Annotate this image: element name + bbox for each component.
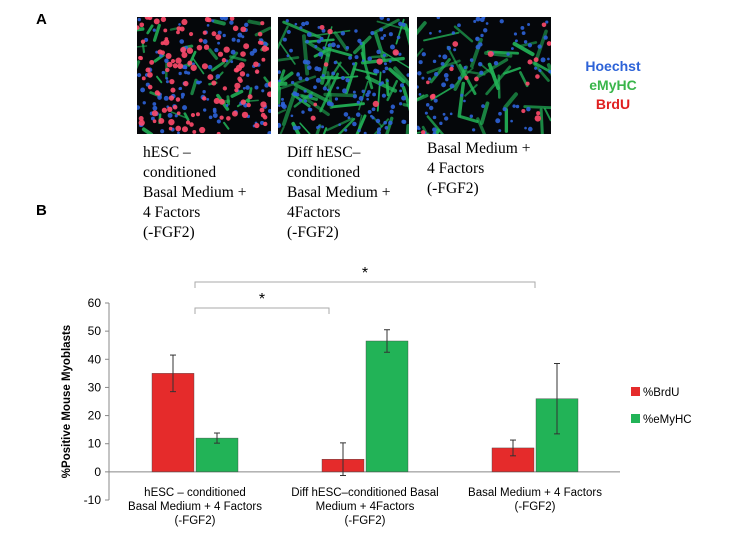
micrograph-diff-hesc-conditioned — [278, 17, 409, 134]
stain-legend: Hoechst eMyHC BrdU — [558, 57, 668, 114]
y-tick-label: 50 — [88, 324, 102, 338]
legend-label: %eMyHC — [643, 414, 692, 426]
x-tick-label: (-FGF2) — [345, 515, 386, 527]
legend-swatch — [631, 414, 640, 423]
image-caption-2: Diff hESC– conditioned Basal Medium + 4F… — [287, 144, 391, 241]
legend-swatch — [631, 387, 640, 396]
stain-legend-brdu: BrdU — [595, 96, 631, 112]
x-tick-label: Basal Medium + 4 Factors — [128, 501, 262, 513]
y-tick-label: 0 — [94, 465, 101, 479]
y-tick-label: 20 — [88, 409, 102, 423]
x-tick-label: Diff hESC–conditioned Basal — [291, 487, 438, 499]
x-tick-label: (-FGF2) — [175, 515, 216, 527]
image-caption-1: hESC – conditioned Basal Medium + 4 Fact… — [143, 144, 247, 241]
significance-star: * — [362, 265, 368, 282]
bar-chart: -10 0 10 20 30 40 50 60 %Positive Mouse Myoblast… — [61, 265, 692, 527]
bar — [195, 437, 239, 473]
y-axis-label: %Positive Mouse Myoblasts — [61, 325, 73, 478]
y-tick-label: -10 — [84, 493, 102, 507]
stain-legend-hoechst: Hoechst — [585, 58, 641, 74]
y-tick-label: 30 — [88, 380, 102, 394]
micrograph-basal-medium — [417, 17, 551, 134]
y-tick-label: 10 — [88, 437, 102, 451]
panel-b-label: B — [36, 202, 47, 219]
stain-legend-emyhc: eMyHC — [589, 77, 637, 93]
bar — [365, 340, 409, 473]
micrograph-hesc-conditioned — [137, 17, 271, 134]
y-tick-label: 40 — [88, 352, 102, 366]
significance-bracket — [194, 281, 536, 288]
panel-a-label: A — [36, 11, 47, 28]
x-tick-label: Medium + 4Factors — [316, 501, 415, 513]
significance-star: * — [259, 291, 265, 308]
x-tick-label: hESC – conditioned — [144, 487, 246, 499]
significance-bracket — [194, 307, 330, 314]
y-tick-label: 60 — [88, 296, 102, 310]
legend-label: %BrdU — [643, 387, 679, 399]
image-caption-3: Basal Medium + 4 Factors (-FGF2) — [427, 140, 531, 197]
x-tick-label: (-FGF2) — [515, 501, 556, 513]
x-tick-label: Basal Medium + 4 Factors — [468, 487, 602, 499]
